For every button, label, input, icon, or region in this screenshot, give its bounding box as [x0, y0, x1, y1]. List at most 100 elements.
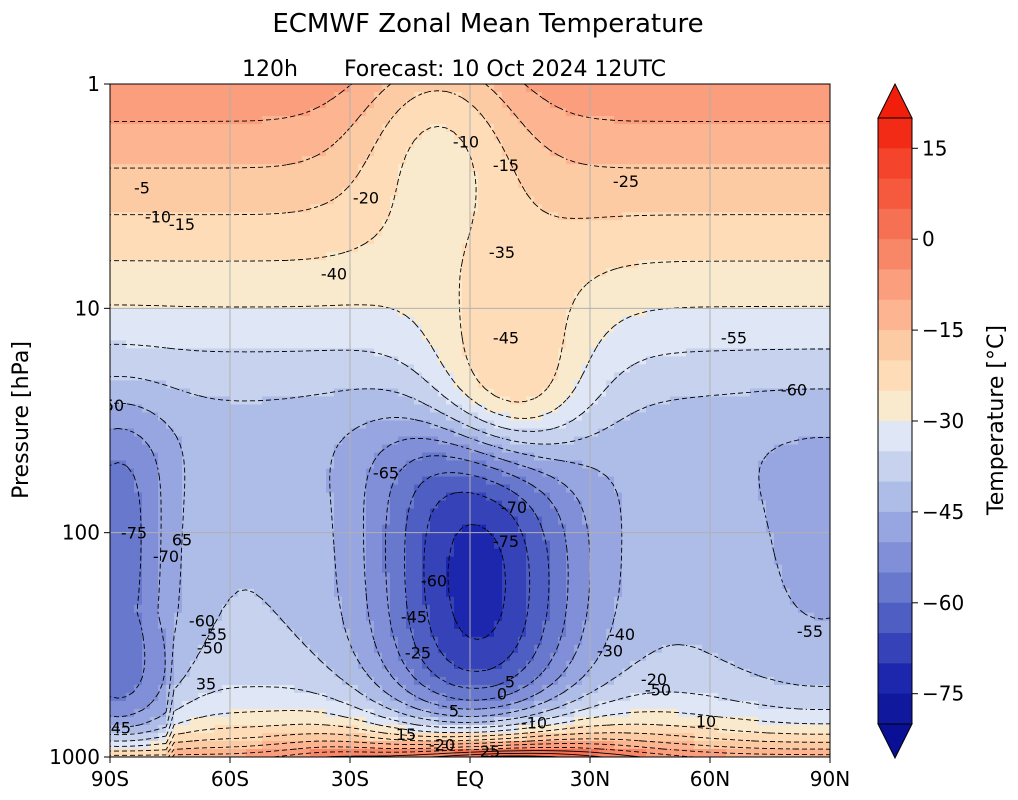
field-cell [198, 460, 207, 470]
field-cell [270, 140, 279, 149]
field-cell [294, 508, 303, 518]
field-cell [382, 396, 391, 406]
field-cell [798, 500, 807, 510]
field-cell [518, 380, 527, 390]
field-cell [494, 316, 503, 325]
field-cell [630, 308, 639, 317]
field-cell [726, 220, 735, 229]
field-cell [430, 92, 439, 101]
field-cell [702, 156, 711, 165]
field-cell [798, 380, 807, 390]
field-cell [574, 396, 583, 406]
field-cell [814, 372, 823, 382]
field-cell [550, 396, 559, 406]
field-cell [710, 148, 719, 157]
field-cell [606, 108, 615, 117]
field-cell [622, 100, 631, 109]
field-cell [806, 228, 815, 237]
field-cell [550, 292, 559, 301]
field-cell [678, 284, 687, 293]
field-cell [622, 332, 631, 341]
field-cell [526, 268, 535, 277]
field-cell [774, 228, 783, 237]
field-cell [422, 476, 431, 486]
field-cell [702, 292, 711, 301]
field-cell [446, 92, 455, 101]
field-cell [486, 380, 495, 390]
field-cell [206, 92, 215, 101]
field-cell [518, 156, 527, 165]
field-cell [814, 476, 823, 486]
field-cell [630, 300, 639, 309]
field-cell [542, 420, 551, 430]
field-cell [582, 380, 591, 390]
field-cell [446, 220, 455, 229]
field-cell [350, 260, 359, 269]
field-cell [598, 260, 607, 269]
field-cell [286, 484, 295, 494]
field-cell [486, 244, 495, 253]
field-cell [398, 484, 407, 494]
field-cell [494, 236, 503, 245]
field-cell [422, 196, 431, 205]
field-cell [446, 324, 455, 333]
field-cell [446, 100, 455, 109]
field-cell [478, 204, 487, 213]
field-cell [358, 332, 367, 341]
field-cell [734, 332, 743, 341]
field-cell [790, 332, 799, 341]
field-cell [390, 260, 399, 269]
field-cell [446, 412, 455, 422]
field-cell [270, 420, 279, 430]
field-cell [222, 84, 231, 93]
field-cell [750, 460, 759, 470]
field-cell [734, 124, 743, 133]
field-cell [270, 404, 279, 414]
field-cell [462, 100, 471, 109]
field-cell [454, 140, 463, 149]
field-cell [566, 260, 575, 269]
field-cell [438, 444, 447, 454]
field-cell [142, 396, 151, 406]
field-cell [622, 156, 631, 165]
field-cell [422, 308, 431, 317]
field-cell [206, 244, 215, 253]
field-cell [774, 204, 783, 213]
field-cell [398, 516, 407, 526]
field-cell [574, 452, 583, 462]
field-cell [142, 84, 151, 93]
field-cell [118, 412, 127, 422]
field-cell [718, 284, 727, 293]
field-cell [774, 116, 783, 125]
field-cell [358, 196, 367, 205]
field-cell [822, 324, 830, 333]
field-cell [366, 444, 375, 454]
field-cell [742, 404, 751, 414]
field-cell [726, 204, 735, 213]
field-cell [406, 228, 415, 237]
field-cell [558, 308, 567, 317]
field-cell [638, 140, 647, 149]
field-cell [294, 420, 303, 430]
field-cell [526, 468, 535, 478]
field-cell [366, 332, 375, 341]
field-cell [590, 340, 599, 349]
field-cell [134, 348, 143, 357]
field-cell [198, 388, 207, 398]
field-cell [166, 428, 175, 438]
field-cell [678, 516, 687, 526]
field-cell [254, 204, 263, 213]
field-cell [126, 484, 135, 494]
field-cell [518, 500, 527, 510]
field-cell [182, 268, 191, 277]
field-cell [118, 444, 127, 454]
field-cell [350, 380, 359, 390]
field-cell [814, 468, 823, 478]
field-cell [678, 156, 687, 165]
field-cell [222, 468, 231, 478]
field-cell [758, 500, 767, 510]
field-cell [262, 508, 271, 518]
field-cell [534, 516, 543, 526]
field-cell [174, 180, 183, 189]
field-cell [382, 412, 391, 422]
